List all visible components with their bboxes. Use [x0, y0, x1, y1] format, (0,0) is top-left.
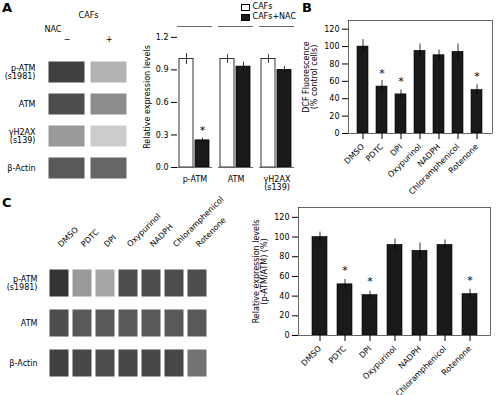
- html-text:B: B: [302, 0, 312, 15]
- svg-text:80: 80: [279, 252, 289, 261]
- svg-text:*: *: [200, 124, 206, 137]
- svg-text:0.6: 0.6: [156, 98, 169, 107]
- svg-text:DCF Fluorescence(% control cel: DCF Fluorescence(% control cells): [302, 41, 319, 113]
- svg-text:80: 80: [329, 60, 339, 69]
- svg-text:ATM: ATM: [21, 319, 38, 328]
- svg-text:CAFs: CAFs: [79, 11, 99, 20]
- svg-text:Rotenone: Rotenone: [447, 142, 480, 175]
- svg-text:DPI: DPI: [102, 233, 118, 249]
- svg-text:*: *: [379, 67, 385, 80]
- svg-text:DMSO: DMSO: [343, 142, 367, 166]
- svg-text:1.2: 1.2: [156, 33, 169, 42]
- svg-text:0.9: 0.9: [156, 65, 169, 74]
- svg-text:β-Actin: β-Actin: [7, 164, 35, 173]
- html-text:CAFs+NAC: CAFs+NAC: [252, 12, 296, 21]
- svg-text:ATM: ATM: [228, 175, 245, 184]
- svg-text:p-ATM(s1981): p-ATM(s1981): [7, 275, 38, 292]
- svg-text:DMSO: DMSO: [300, 344, 324, 368]
- svg-text:Oxypurinol: Oxypurinol: [125, 211, 163, 249]
- svg-text:120: 120: [324, 25, 339, 34]
- svg-text:+: +: [106, 35, 113, 44]
- svg-text:0: 0: [284, 331, 289, 340]
- svg-text:PDTC: PDTC: [327, 344, 348, 365]
- svg-text:Rotenone: Rotenone: [440, 344, 473, 377]
- svg-text:Relative expression levels(p-A: Relative expression levels(p-ATM/ATM) (%…: [252, 220, 269, 324]
- svg-text:40: 40: [329, 94, 339, 103]
- svg-text:120: 120: [274, 213, 289, 222]
- svg-text:p-ATM: p-ATM: [183, 175, 208, 184]
- svg-text:PDTC: PDTC: [364, 142, 385, 163]
- svg-text:p-ATM(s1981): p-ATM(s1981): [5, 64, 36, 81]
- svg-text:γH2AX(s139): γH2AX(s139): [9, 128, 36, 145]
- svg-text:*: *: [398, 75, 404, 88]
- svg-text:*: *: [474, 70, 480, 83]
- svg-text:0.3: 0.3: [156, 131, 169, 140]
- svg-text:−: −: [64, 35, 71, 44]
- svg-text:100: 100: [324, 42, 339, 51]
- svg-text:NAC: NAC: [45, 25, 62, 34]
- svg-text:20: 20: [329, 112, 339, 121]
- svg-text:*: *: [367, 275, 373, 288]
- svg-text:ATM: ATM: [19, 100, 36, 109]
- svg-text:γH2AX(s139): γH2AX(s139): [264, 175, 291, 192]
- svg-text:Rotenone: Rotenone: [194, 216, 227, 249]
- svg-text:40: 40: [279, 292, 289, 301]
- svg-text:60: 60: [279, 272, 289, 281]
- svg-text:0: 0: [334, 129, 339, 138]
- html-text:CAFs: CAFs: [252, 2, 273, 11]
- svg-text:DPI: DPI: [357, 344, 373, 360]
- svg-text:NADPH: NADPH: [148, 222, 174, 248]
- svg-text:NADPH: NADPH: [415, 142, 443, 169]
- svg-text:DPI: DPI: [388, 142, 404, 158]
- svg-text:*: *: [342, 264, 348, 277]
- svg-text:100: 100: [274, 233, 289, 242]
- svg-text:NADPH: NADPH: [396, 344, 424, 371]
- svg-text:Oxypurinol: Oxypurinol: [361, 344, 398, 381]
- svg-text:60: 60: [329, 77, 339, 86]
- svg-text:20: 20: [279, 311, 289, 320]
- svg-text:0.0: 0.0: [156, 163, 169, 172]
- svg-text:DMSO: DMSO: [56, 225, 80, 249]
- svg-text:β-Actin: β-Actin: [9, 359, 37, 368]
- svg-text:Relative expression levels: Relative expression levels: [143, 45, 152, 149]
- svg-text:*: *: [467, 274, 473, 287]
- html-text:A: A: [2, 0, 13, 15]
- svg-text:PDTC: PDTC: [79, 227, 100, 248]
- svg-text:Oxypurinol: Oxypurinol: [386, 142, 424, 180]
- html-text:C: C: [2, 195, 12, 210]
